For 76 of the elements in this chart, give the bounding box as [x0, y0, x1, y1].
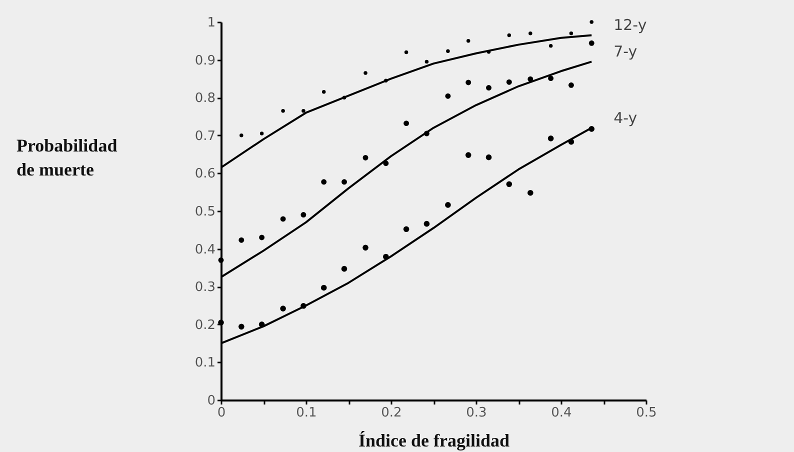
point [218, 320, 224, 326]
point [548, 44, 553, 48]
point [218, 257, 224, 263]
point [548, 136, 554, 142]
point [424, 130, 430, 136]
point [486, 154, 492, 160]
point [528, 76, 534, 82]
point [466, 39, 470, 43]
point [259, 234, 265, 240]
x-tick-label: 0.2 [381, 406, 402, 420]
point [445, 93, 451, 99]
point [466, 80, 472, 86]
y-tick-label: 0.9 [194, 53, 216, 68]
y-tick-label: 0 [207, 394, 216, 408]
point [404, 50, 408, 54]
y-tick-label: 0.2 [194, 318, 216, 333]
x-tick-label: 0 [217, 406, 226, 420]
point [382, 254, 389, 260]
point [240, 134, 244, 138]
point [506, 181, 512, 188]
point [527, 190, 534, 196]
point [424, 220, 430, 227]
point [342, 96, 346, 100]
series-label: 12-y [614, 16, 647, 34]
y-tick-label: 0.8 [194, 91, 216, 106]
point [364, 71, 368, 75]
point [569, 31, 574, 36]
point [568, 82, 574, 88]
point [280, 216, 286, 222]
point [548, 76, 554, 82]
point [321, 179, 327, 185]
point [403, 226, 410, 232]
point [590, 20, 594, 24]
point [404, 120, 410, 126]
y-tick-label: 0.7 [194, 128, 216, 144]
series-label: 4-y [614, 108, 638, 127]
point [322, 90, 326, 94]
series-label: 7-y [614, 42, 638, 61]
point [383, 160, 389, 166]
point [445, 202, 451, 208]
y-tick-label: 0.1 [194, 356, 216, 371]
point [362, 244, 368, 251]
point [260, 132, 264, 136]
point [302, 108, 306, 113]
point [588, 40, 594, 46]
point [320, 284, 327, 291]
point [300, 302, 306, 309]
y-tick-label: 0.3 [194, 280, 216, 296]
point [238, 324, 244, 330]
point [424, 60, 429, 64]
y-tick-label: 0.5 [194, 204, 216, 220]
point [300, 212, 306, 218]
point [342, 179, 347, 185]
point [528, 31, 532, 36]
y-tick-label: 0.6 [194, 166, 216, 182]
y-axis-title: Probabilidad de muerte [16, 136, 118, 180]
point [588, 126, 595, 132]
point [258, 321, 265, 328]
point [238, 237, 244, 243]
point [506, 79, 512, 85]
x-tick-label: 0.4 [551, 406, 572, 420]
point [362, 154, 368, 160]
y-tick-label: 1 [207, 16, 216, 30]
point [465, 152, 472, 158]
x-tick-label: 0.3 [466, 406, 487, 420]
y-tick-label: 0.4 [194, 242, 216, 258]
point [486, 85, 492, 91]
point [280, 306, 286, 312]
x-tick-label: 0.5 [636, 406, 657, 420]
point [446, 49, 450, 53]
point [341, 266, 348, 272]
point [281, 108, 285, 113]
x-axis-title: Índice de fragilidad [358, 430, 510, 450]
point [507, 33, 512, 38]
x-tick-label: 0.1 [296, 406, 317, 420]
point [384, 78, 388, 82]
